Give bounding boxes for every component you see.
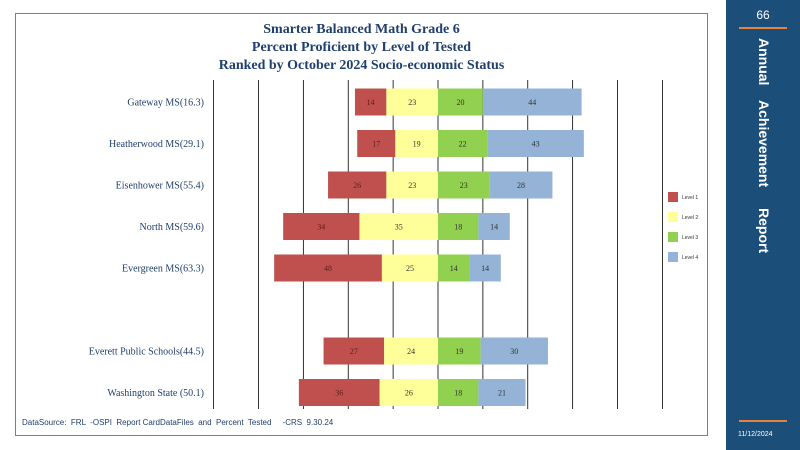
category-label: Eisenhower MS(55.4)	[116, 181, 204, 192]
bar-level-2	[395, 130, 438, 157]
report-title: Annual Achievement Report	[726, 36, 800, 256]
data-label: 18	[454, 223, 462, 232]
data-label: 36	[335, 389, 343, 398]
data-label: 18	[454, 389, 462, 398]
bar-level-4	[482, 88, 582, 116]
bar-level-2	[379, 379, 438, 406]
accent-divider-bottom	[739, 420, 787, 422]
legend-label: Level 4	[682, 255, 698, 261]
bar-level-3	[438, 171, 490, 199]
legend-swatch	[668, 192, 678, 202]
side-panel: 66 Annual Achievement Report 11/12/2024	[726, 0, 800, 450]
bar-level-1	[274, 254, 382, 282]
data-label: 23	[460, 181, 468, 190]
data-label: 22	[459, 140, 467, 149]
chart-title-line-1: Smarter Balanced Math Grade 6	[263, 22, 460, 37]
legend-label: Level 2	[682, 215, 698, 221]
data-label: 14	[450, 264, 458, 273]
bar-level-4	[478, 213, 510, 240]
legend-label: Level 1	[682, 195, 698, 201]
bar-level-4	[469, 254, 501, 282]
category-label: Heatherwood MS(29.1)	[109, 139, 204, 150]
legend-swatch	[668, 212, 678, 222]
bar-level-1	[354, 88, 387, 116]
data-label: 19	[455, 347, 463, 356]
category-label: Washington State (50.1)	[107, 388, 204, 399]
data-label: 43	[532, 140, 540, 149]
bar-level-2	[359, 213, 438, 240]
data-label: 25	[406, 264, 414, 273]
data-label: 30	[510, 347, 518, 356]
data-label: 14	[490, 223, 498, 232]
source-note: DataSource: FRL -OSPI Report CardDataFil…	[22, 418, 334, 427]
data-label: 19	[413, 140, 421, 149]
category-label: Evergreen MS(63.3)	[122, 264, 204, 275]
data-label: 24	[407, 347, 415, 356]
bar-level-3	[438, 337, 481, 365]
data-label: 26	[405, 389, 413, 398]
data-label: 14	[367, 98, 375, 107]
data-label: 14	[481, 264, 489, 273]
bar-level-4	[480, 337, 548, 365]
bar-level-4	[489, 171, 553, 199]
bar-level-1	[323, 337, 385, 365]
data-label: 35	[395, 223, 403, 232]
data-label: 21	[498, 389, 506, 398]
legend-swatch	[668, 252, 678, 262]
bar-level-1	[298, 379, 380, 406]
data-label: 17	[372, 140, 380, 149]
data-label: 48	[324, 264, 332, 273]
bar-level-3	[438, 88, 483, 116]
bar-level-2	[386, 171, 438, 199]
bar-level-3	[438, 213, 479, 240]
bar-level-1	[328, 171, 387, 199]
bar-level-1	[283, 213, 360, 240]
category-label: Everett Public Schools(44.5)	[89, 347, 204, 358]
legend-label: Level 3	[682, 235, 698, 241]
bar-level-3	[438, 130, 488, 157]
data-label: 26	[353, 181, 361, 190]
chart-title-line-3: Ranked by October 2024 Socio-economic St…	[218, 58, 505, 73]
bar-level-2	[384, 337, 438, 365]
category-label: North MS(59.6)	[140, 222, 204, 233]
bar-level-3	[438, 254, 470, 282]
data-label: 27	[350, 347, 358, 356]
bar-level-4	[487, 130, 584, 157]
bar-level-4	[478, 379, 526, 406]
data-label: 34	[317, 223, 325, 232]
data-label: 20	[456, 98, 464, 107]
data-label: 23	[408, 98, 416, 107]
bar-chart: Gateway MS(16.3) 14 23 20 44 Heatherwood MS(2…	[89, 80, 698, 409]
report-title-word-1: Annual	[756, 38, 772, 86]
bar-level-2	[381, 254, 438, 282]
footer-date: 11/12/2024	[738, 431, 773, 438]
report-title-word-2: Achievement	[756, 100, 772, 188]
accent-divider-top	[739, 27, 787, 29]
bar-level-1	[357, 130, 396, 157]
bar-level-3	[438, 379, 479, 406]
page-number: 66	[756, 8, 770, 22]
chart-title-line-2: Percent Proficient by Level of Tested	[251, 40, 472, 55]
bar-level-2	[386, 88, 438, 116]
data-label: 23	[408, 181, 416, 190]
chart-area: Smarter Balanced Math Grade 6 Percent Pr…	[15, 13, 708, 436]
legend-swatch	[668, 232, 678, 242]
data-label: 28	[517, 181, 525, 190]
category-label: Gateway MS(16.3)	[127, 98, 204, 109]
data-label: 44	[528, 98, 536, 107]
report-title-word-3: Report	[756, 208, 772, 254]
